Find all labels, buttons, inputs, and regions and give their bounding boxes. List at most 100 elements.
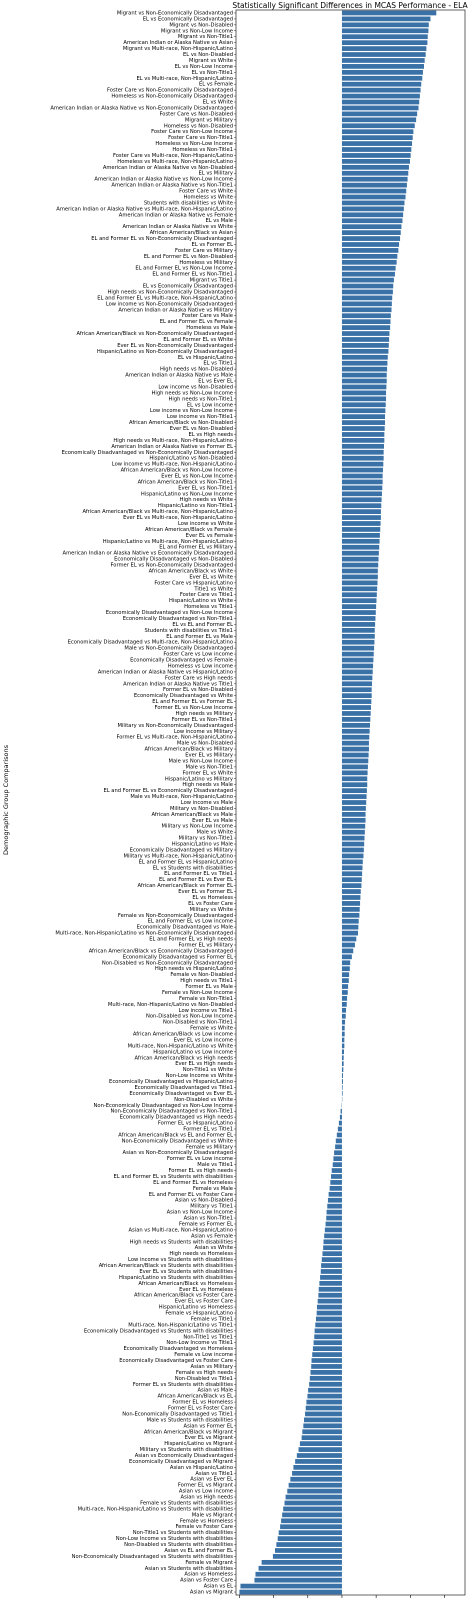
bar <box>320 1269 342 1274</box>
bar <box>341 1001 347 1007</box>
bar <box>341 491 382 497</box>
y-tick-label: Female vs Non-Low Income <box>162 990 233 996</box>
y-tick-label: Male vs Students with disabilities <box>147 1417 234 1423</box>
bar <box>341 129 414 135</box>
bar <box>283 1506 342 1512</box>
y-tick-label: African American/Black vs Non-Disabled <box>129 420 233 426</box>
y-tick-label: Female vs Hispanic/Latino <box>165 1311 233 1317</box>
bar <box>341 503 382 509</box>
y-tick-label: Non-Low Income vs Students with disabili… <box>116 1536 234 1542</box>
y-tick-label: Asian vs Hispanic/Latino <box>170 1465 233 1471</box>
bar <box>341 556 379 562</box>
bar <box>323 1245 342 1251</box>
bar <box>304 1417 342 1423</box>
bar <box>341 794 367 799</box>
y-tick-label: Asian vs Former EL <box>184 1423 234 1429</box>
bar <box>341 699 372 704</box>
bar <box>341 153 411 158</box>
bar <box>341 230 401 235</box>
bar <box>341 633 375 639</box>
bar <box>317 1298 342 1304</box>
bar <box>341 817 366 823</box>
y-tick-label: Military vs White <box>190 907 233 913</box>
y-tick-label: Economically Disadvantaged vs Homeless <box>124 1346 234 1352</box>
bar <box>341 693 372 699</box>
bar <box>323 1239 342 1245</box>
bar <box>341 52 426 57</box>
y-tick-label: Asian vs Title1 <box>195 1471 233 1477</box>
y-tick-label: EL and Former EL vs Former EL <box>152 699 233 705</box>
y-tick-label: EL vs Female <box>199 82 233 88</box>
bar <box>341 711 371 716</box>
y-tick-label: Hispanic/Latino vs Students with disabil… <box>119 1275 233 1281</box>
bar <box>341 366 388 372</box>
bar <box>316 1310 342 1316</box>
bar <box>341 847 364 853</box>
y-tick-label: American Indian or Alaska Native vs Non-… <box>103 165 233 171</box>
y-tick-label: EL vs EL and Former EL <box>172 622 233 628</box>
y-tick-label: Military vs Students with disabilities <box>140 1447 234 1453</box>
bar <box>341 1091 343 1096</box>
bar <box>341 527 381 532</box>
y-tick-label: Migrant vs Non-Title1 <box>178 34 233 40</box>
y-tick-label: American Indian or Alaska Native vs Fema… <box>119 212 233 218</box>
y-tick-label: Male vs White <box>197 830 233 836</box>
y-tick-label: Hispanic/Latino vs Migrant <box>164 1441 233 1447</box>
y-tick-label: Non-Title1 vs White <box>183 1067 233 1073</box>
bar <box>281 1518 342 1524</box>
y-tick-label: Foster Care vs White <box>179 189 233 195</box>
bar <box>341 87 421 93</box>
bar <box>299 1441 342 1446</box>
bar <box>341 829 365 835</box>
bar <box>302 1429 342 1435</box>
bar <box>341 135 413 141</box>
y-tick-label: EL vs Former EL <box>192 242 234 248</box>
bar <box>341 485 383 491</box>
y-tick-label: Foster Care vs Low income <box>163 652 233 658</box>
bar <box>341 639 375 645</box>
y-tick-label: Former EL vs White <box>183 770 233 776</box>
y-tick-label: Migrant vs Military <box>185 117 233 123</box>
bar <box>341 46 427 51</box>
y-tick-label: Economically Disadvantaged vs Non-Econom… <box>62 450 233 456</box>
y-tick-label: Hispanic/Latino vs Non-Economically Disa… <box>97 349 233 355</box>
y-tick-label: EL and Former EL vs Non-Economically Dis… <box>91 236 233 242</box>
bar <box>341 1055 344 1061</box>
bar <box>341 930 359 936</box>
y-tick-label: Foster Care vs High needs <box>165 675 233 681</box>
bar <box>341 788 367 794</box>
y-tick-label: African American/Black vs Students with … <box>99 1263 234 1269</box>
y-tick-label: Ever EL vs Foster Care <box>175 1299 233 1305</box>
bar <box>282 1512 342 1518</box>
bar <box>341 443 384 449</box>
y-tick-label: Non-Economically Disadvantaged vs Title1 <box>122 1411 233 1417</box>
bar <box>317 1304 342 1310</box>
bar <box>301 1435 342 1441</box>
y-tick-label: High needs vs Non-Low Income <box>152 390 233 396</box>
y-tick-label: African American/Black vs White <box>149 568 233 574</box>
bar <box>341 164 409 170</box>
bar <box>341 390 387 396</box>
y-tick-label: Asian vs Economically Disadvantaged <box>135 1453 233 1459</box>
bar <box>341 331 390 336</box>
y-tick-label: Female vs Former EL <box>179 1221 233 1227</box>
y-tick-label: High needs vs Students with disabilities <box>130 1239 234 1245</box>
bar <box>341 224 402 230</box>
y-tick-label: Military vs Non-Disabled <box>170 806 233 812</box>
y-tick-label: EL and Former EL vs Students with disabi… <box>113 1174 233 1180</box>
y-tick-label: Non-Economically Disadvantaged vs Studen… <box>72 1554 234 1560</box>
y-tick-label: African American/Black vs Military <box>145 747 234 753</box>
y-tick-label: Former EL vs Multi-race, Non-Hispanic/La… <box>116 735 233 741</box>
bar <box>334 1150 342 1156</box>
y-tick-label: Ever EL vs White <box>189 574 233 580</box>
y-tick-label: Economically Disadvantaged vs Ever EL <box>129 1091 233 1097</box>
y-tick-label: EL and Former EL vs Homeless <box>153 1180 233 1186</box>
y-tick-label: High needs vs Military <box>175 711 233 717</box>
bar <box>341 978 349 983</box>
y-tick-label: Ever EL vs Military <box>185 753 233 759</box>
y-tick-label: Former EL vs Hispanic/Latino <box>158 1121 233 1127</box>
bar <box>330 1180 342 1185</box>
y-tick-label: High needs vs White <box>180 497 233 503</box>
y-tick-label: Homeless vs Title1 <box>184 604 233 610</box>
bar <box>293 1464 342 1470</box>
